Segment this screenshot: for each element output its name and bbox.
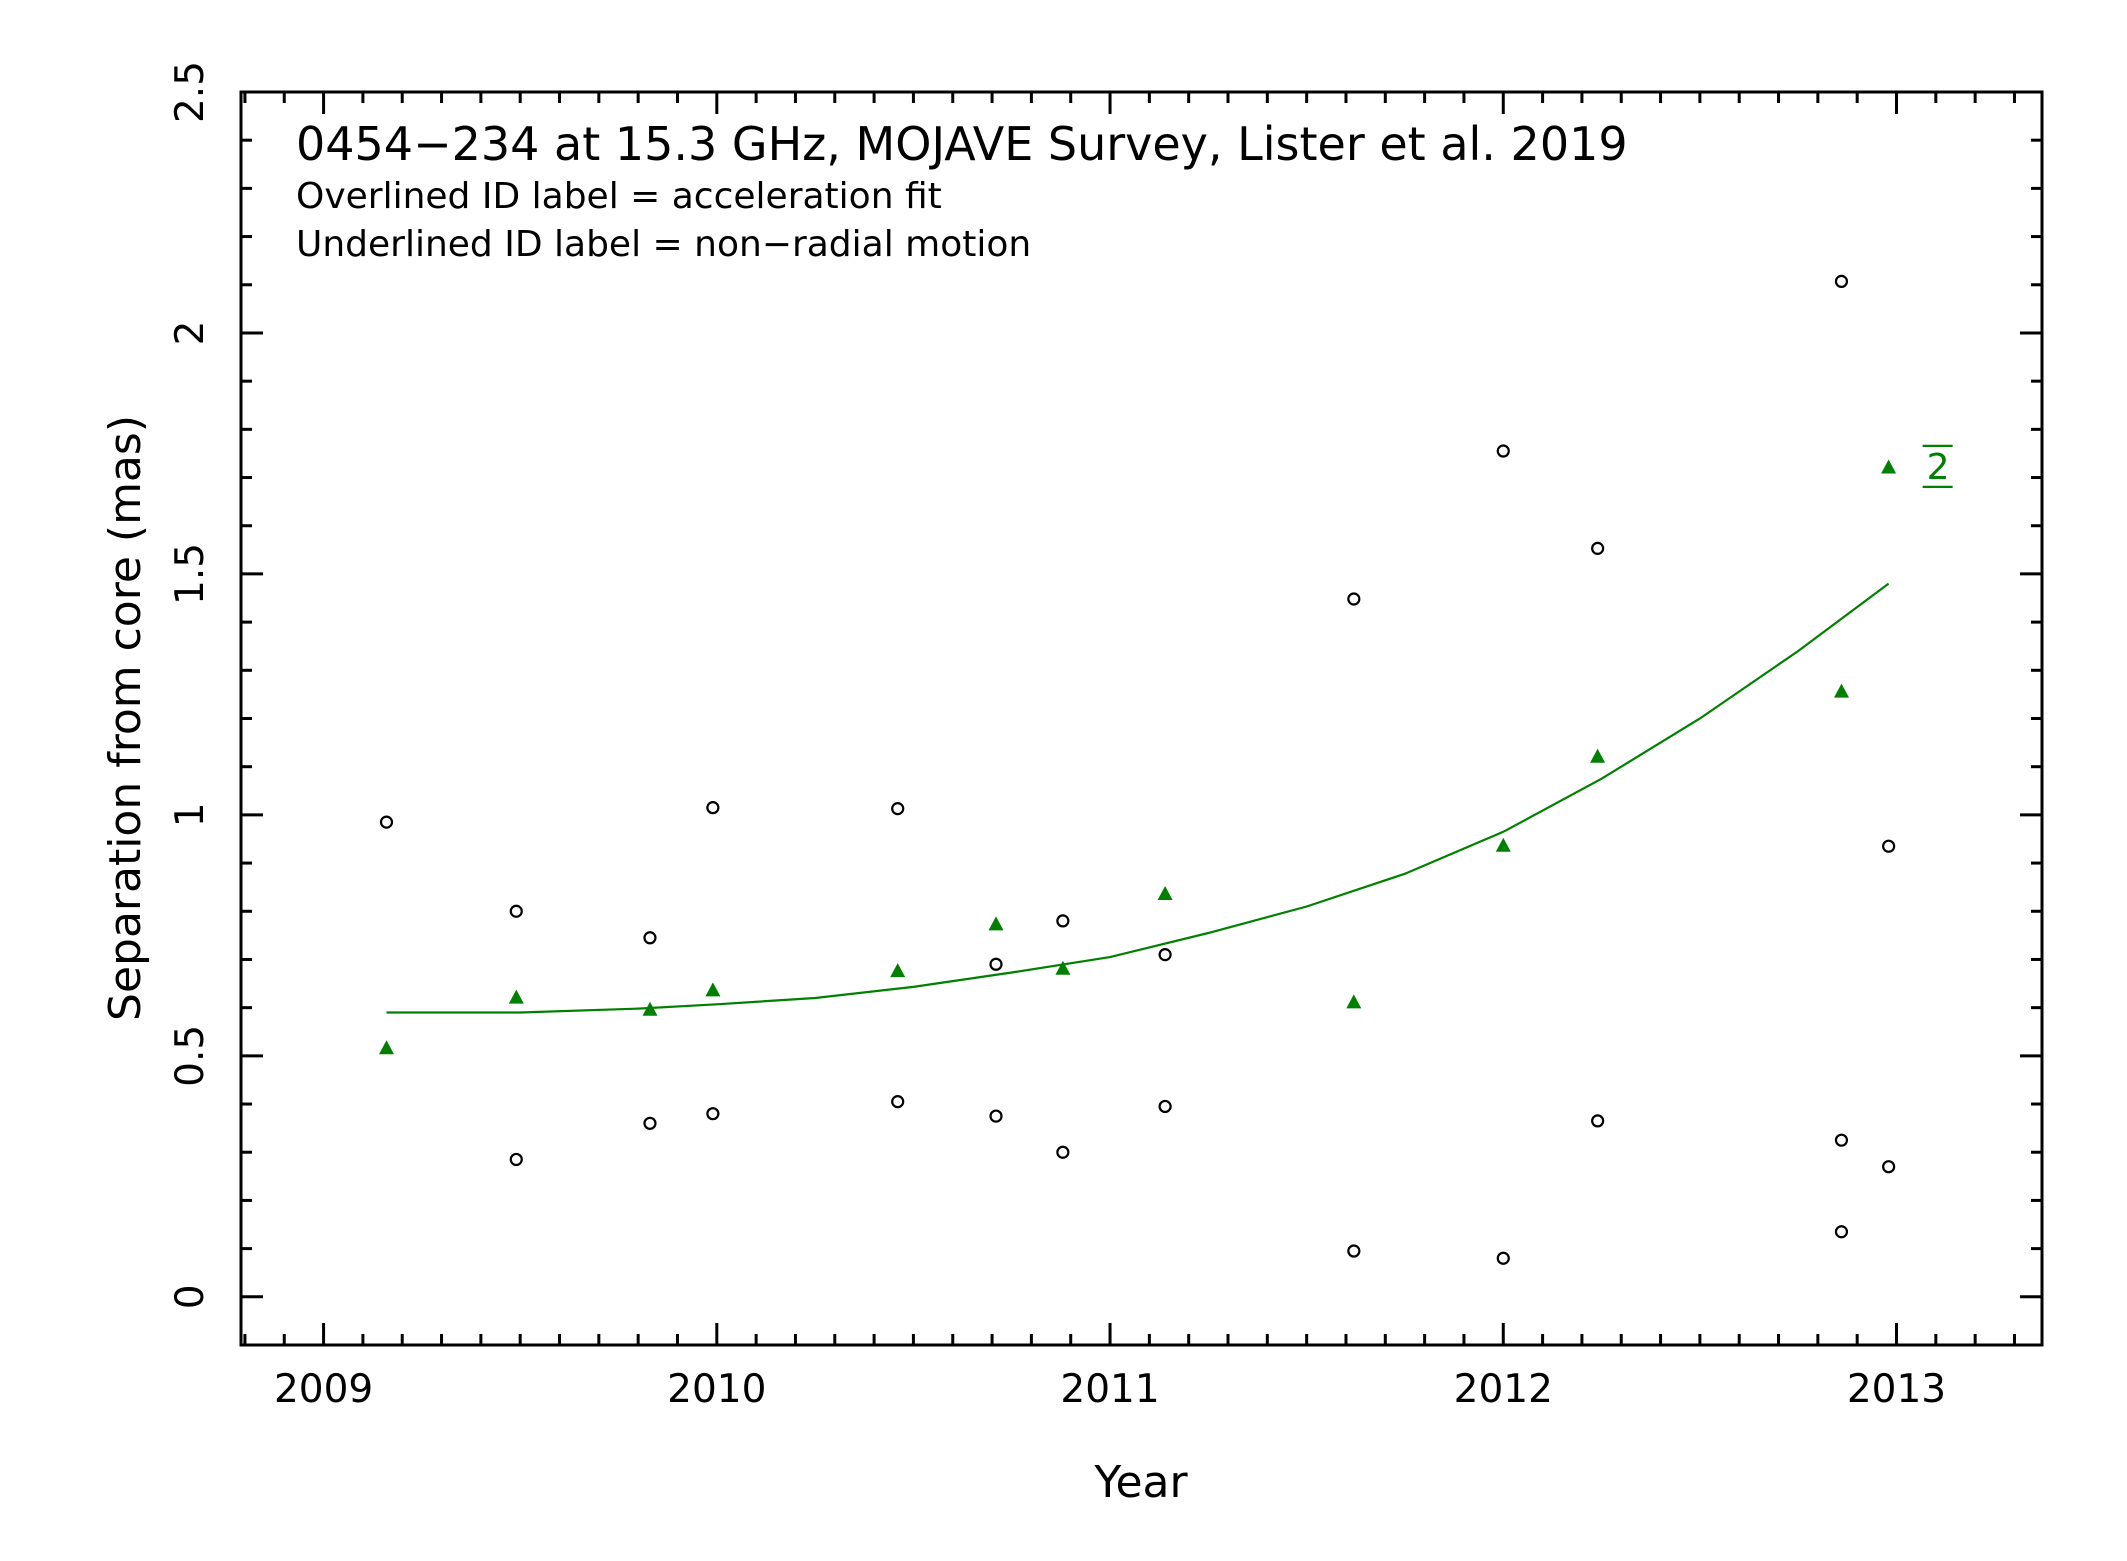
open-circle-point — [1347, 592, 1361, 606]
fit-curve-group — [386, 582, 1890, 1014]
triangle-point — [890, 963, 906, 978]
open-circle-point — [1591, 541, 1605, 555]
y-tick-label: 1.5 — [168, 543, 213, 605]
triangle-point — [1055, 960, 1071, 975]
open-circle-point — [891, 802, 905, 816]
open-circle-point — [1882, 1160, 1896, 1174]
triangle-point — [1346, 994, 1362, 1009]
triangle-point — [1495, 837, 1511, 852]
open-circle-point — [989, 957, 1003, 971]
y-tick-label: 0 — [168, 1284, 213, 1309]
y-tick-label: 0.5 — [168, 1025, 213, 1087]
chart-title: 0454−234 at 15.3 GHz, MOJAVE Survey, Lis… — [296, 117, 1628, 171]
tick-labels: 2009 2010 2011 2012 2013 0 0.5 1 1.5 2 2.5 — [168, 61, 1946, 1412]
x-tick-label: 2011 — [1060, 1367, 1159, 1412]
y-axis-title: Separation from core (mas) — [100, 415, 151, 1021]
x-tick-label: 2013 — [1847, 1367, 1946, 1412]
data-points — [379, 274, 1897, 1265]
fit-curve — [386, 582, 1890, 1014]
open-circle-point — [1056, 1145, 1070, 1159]
series-labels: 2 — [1922, 444, 1953, 488]
triangle-point — [1834, 683, 1849, 698]
series-id-label: 2 — [1927, 447, 1950, 488]
x-tick-label: 2010 — [667, 1367, 766, 1412]
triangle-point — [1157, 886, 1173, 900]
open-circle-point — [706, 1107, 720, 1121]
open-circle-point — [643, 931, 657, 945]
open-circle-point — [706, 801, 720, 815]
open-circle-point — [1834, 1133, 1849, 1147]
y-tick-label: 2.5 — [168, 61, 213, 123]
open-circle-point — [891, 1095, 905, 1109]
triangle-point — [1590, 748, 1606, 763]
open-circle-point — [1834, 274, 1849, 288]
open-circle-point — [1158, 1099, 1172, 1114]
y-tick-label: 1 — [168, 802, 213, 827]
open-circle-point — [1496, 444, 1510, 458]
triangle-point — [1881, 459, 1897, 474]
triangle-point — [988, 916, 1004, 931]
triangle-point — [508, 989, 524, 1004]
triangle-point — [705, 982, 721, 997]
open-circle-point — [1158, 948, 1172, 962]
open-circle-point — [1347, 1244, 1361, 1258]
open-circle-point — [643, 1116, 657, 1130]
x-tick-label: 2012 — [1454, 1367, 1553, 1412]
open-circle-point — [989, 1109, 1003, 1123]
annotation-overlined: Overlined ID label = acceleration fit — [296, 176, 942, 217]
annotation-underlined: Underlined ID label = non−radial motion — [296, 224, 1031, 265]
triangle-point — [379, 1040, 394, 1055]
open-circle-point — [1496, 1251, 1510, 1265]
open-circle-point — [1056, 914, 1070, 928]
open-circle-point — [1591, 1114, 1605, 1128]
open-circle-point — [1834, 1225, 1849, 1239]
y-tick-label: 2 — [168, 321, 213, 346]
x-tick-label: 2009 — [274, 1367, 373, 1412]
triangle-point — [642, 1001, 658, 1016]
x-axis-title: Year — [1093, 1457, 1188, 1508]
open-circle-point — [509, 904, 523, 918]
axis-ticks — [241, 90, 2042, 1347]
open-circle-point — [379, 815, 394, 829]
open-circle-point — [509, 1152, 523, 1167]
open-circle-point — [1882, 839, 1896, 853]
